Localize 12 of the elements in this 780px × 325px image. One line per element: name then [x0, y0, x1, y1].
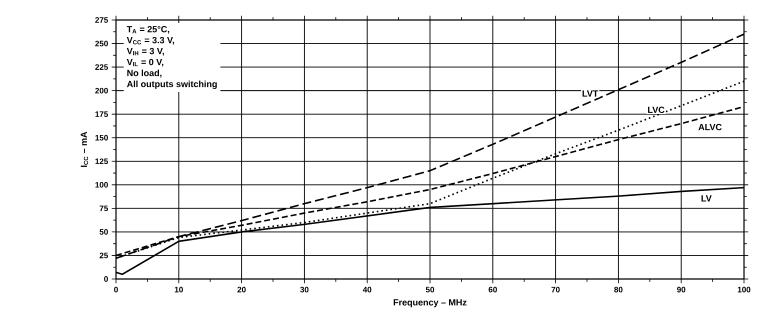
- annotation: V$_{IH}$ = 3 V,: [126, 48, 164, 56]
- annotation: V$_{IL}$ = 0 V,: [126, 58, 164, 67]
- x-axis-title: Frequency – MHz: [394, 299, 467, 308]
- annotation: All outputs switching: [126, 80, 217, 89]
- y-axis-title: I$_{CC}$ – mA: [80, 132, 88, 167]
- annotation: T$_{A}$ = 25°C,: [126, 26, 170, 34]
- series-label: LV: [702, 195, 712, 202]
- annotation: V$_{CC}$ = 3.3 V,: [126, 36, 174, 45]
- series-label: LVC: [648, 106, 664, 114]
- annotation: No load,: [127, 70, 162, 78]
- series-label: LVT: [582, 90, 598, 97]
- series-label: ALVC: [698, 124, 722, 130]
